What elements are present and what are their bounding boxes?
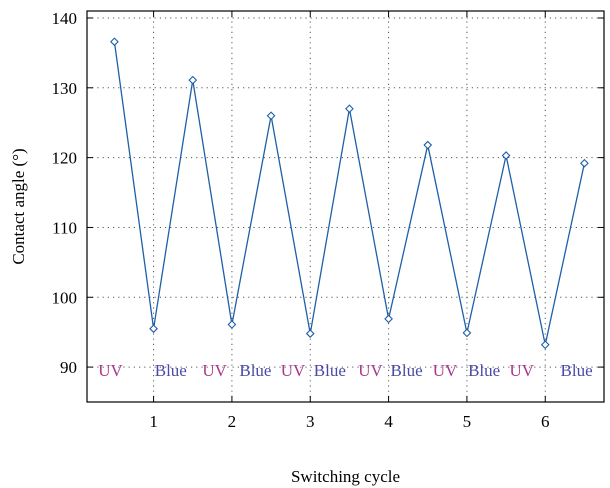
blue-phase-label: Blue bbox=[391, 361, 423, 380]
data-point-marker bbox=[305, 329, 315, 338]
uv-phase-label: UV bbox=[202, 361, 227, 380]
uv-phase-label: UV bbox=[433, 361, 458, 380]
data-point-marker bbox=[110, 37, 119, 47]
data-point-marker bbox=[423, 140, 433, 150]
x-tick-label: 4 bbox=[384, 412, 393, 431]
x-tick-label: 6 bbox=[541, 412, 550, 431]
x-tick-label: 2 bbox=[228, 412, 237, 431]
uv-phase-label: UV bbox=[509, 361, 534, 380]
x-tick-label: 1 bbox=[149, 412, 158, 431]
plot-axes bbox=[86, 10, 605, 403]
y-tick-label: 110 bbox=[52, 218, 77, 237]
blue-phase-label: Blue bbox=[468, 361, 500, 380]
data-point-marker bbox=[384, 314, 393, 324]
x-axis-title: Switching cycle bbox=[291, 467, 400, 486]
data-point-marker bbox=[501, 151, 511, 160]
uv-phase-label: UV bbox=[358, 361, 383, 380]
plot-frame bbox=[86, 10, 605, 403]
data-point-marker bbox=[580, 158, 589, 168]
data-point-marker bbox=[227, 320, 237, 329]
x-tick-label: 5 bbox=[463, 412, 472, 431]
blue-phase-label: Blue bbox=[239, 361, 271, 380]
x-tick-label: 3 bbox=[306, 412, 315, 431]
grid-lines bbox=[87, 11, 604, 402]
uv-phase-label: UV bbox=[281, 361, 306, 380]
data-point-marker bbox=[266, 111, 276, 121]
blue-phase-label: Blue bbox=[314, 361, 346, 380]
y-tick-label: 130 bbox=[52, 79, 78, 98]
data-point-marker bbox=[345, 104, 354, 114]
y-tick-label: 140 bbox=[52, 9, 78, 28]
y-tick-label: 90 bbox=[60, 358, 77, 377]
data-point-marker bbox=[540, 340, 550, 350]
data-point-marker bbox=[149, 324, 158, 334]
axis-ticks: 1 2 3 4 5 6 90 100 110 120 130 140 bbox=[52, 9, 604, 431]
phase-annotations: UV Blue UV Blue UV Blue UV Blue UV Blue UV Blue bbox=[98, 361, 592, 380]
y-tick-label: 120 bbox=[52, 149, 78, 168]
y-tick-label: 100 bbox=[52, 288, 78, 307]
blue-phase-label: Blue bbox=[561, 361, 593, 380]
data-series bbox=[110, 37, 589, 350]
data-point-marker bbox=[462, 328, 472, 338]
blue-phase-label: Blue bbox=[155, 361, 187, 380]
uv-phase-label: UV bbox=[98, 361, 123, 380]
y-axis-title: Contact angle (°) bbox=[9, 148, 28, 264]
series-line bbox=[113, 41, 586, 345]
data-point-marker bbox=[188, 75, 198, 85]
